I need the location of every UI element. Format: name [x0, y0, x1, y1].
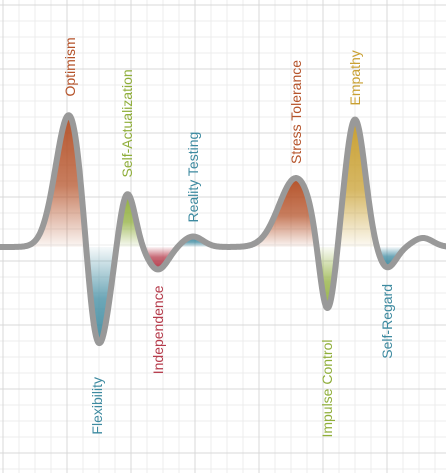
peak-label-independence: Independence	[150, 285, 166, 374]
peak-label-impulse-control: Impulse Control	[319, 340, 335, 438]
peak-label-self-regard: Self-Regard	[379, 284, 395, 359]
peak-label-flexibility: Flexibility	[89, 377, 105, 435]
peak-label-optimism: Optimism	[62, 37, 78, 96]
peak-label-reality-testing: Reality Testing	[185, 132, 201, 223]
peak-label-stress-tolerance: Stress Tolerance	[288, 60, 304, 164]
peak-label-self-actualization: Self-Actualization	[119, 69, 135, 177]
peak-label-empathy: Empathy	[347, 50, 363, 105]
